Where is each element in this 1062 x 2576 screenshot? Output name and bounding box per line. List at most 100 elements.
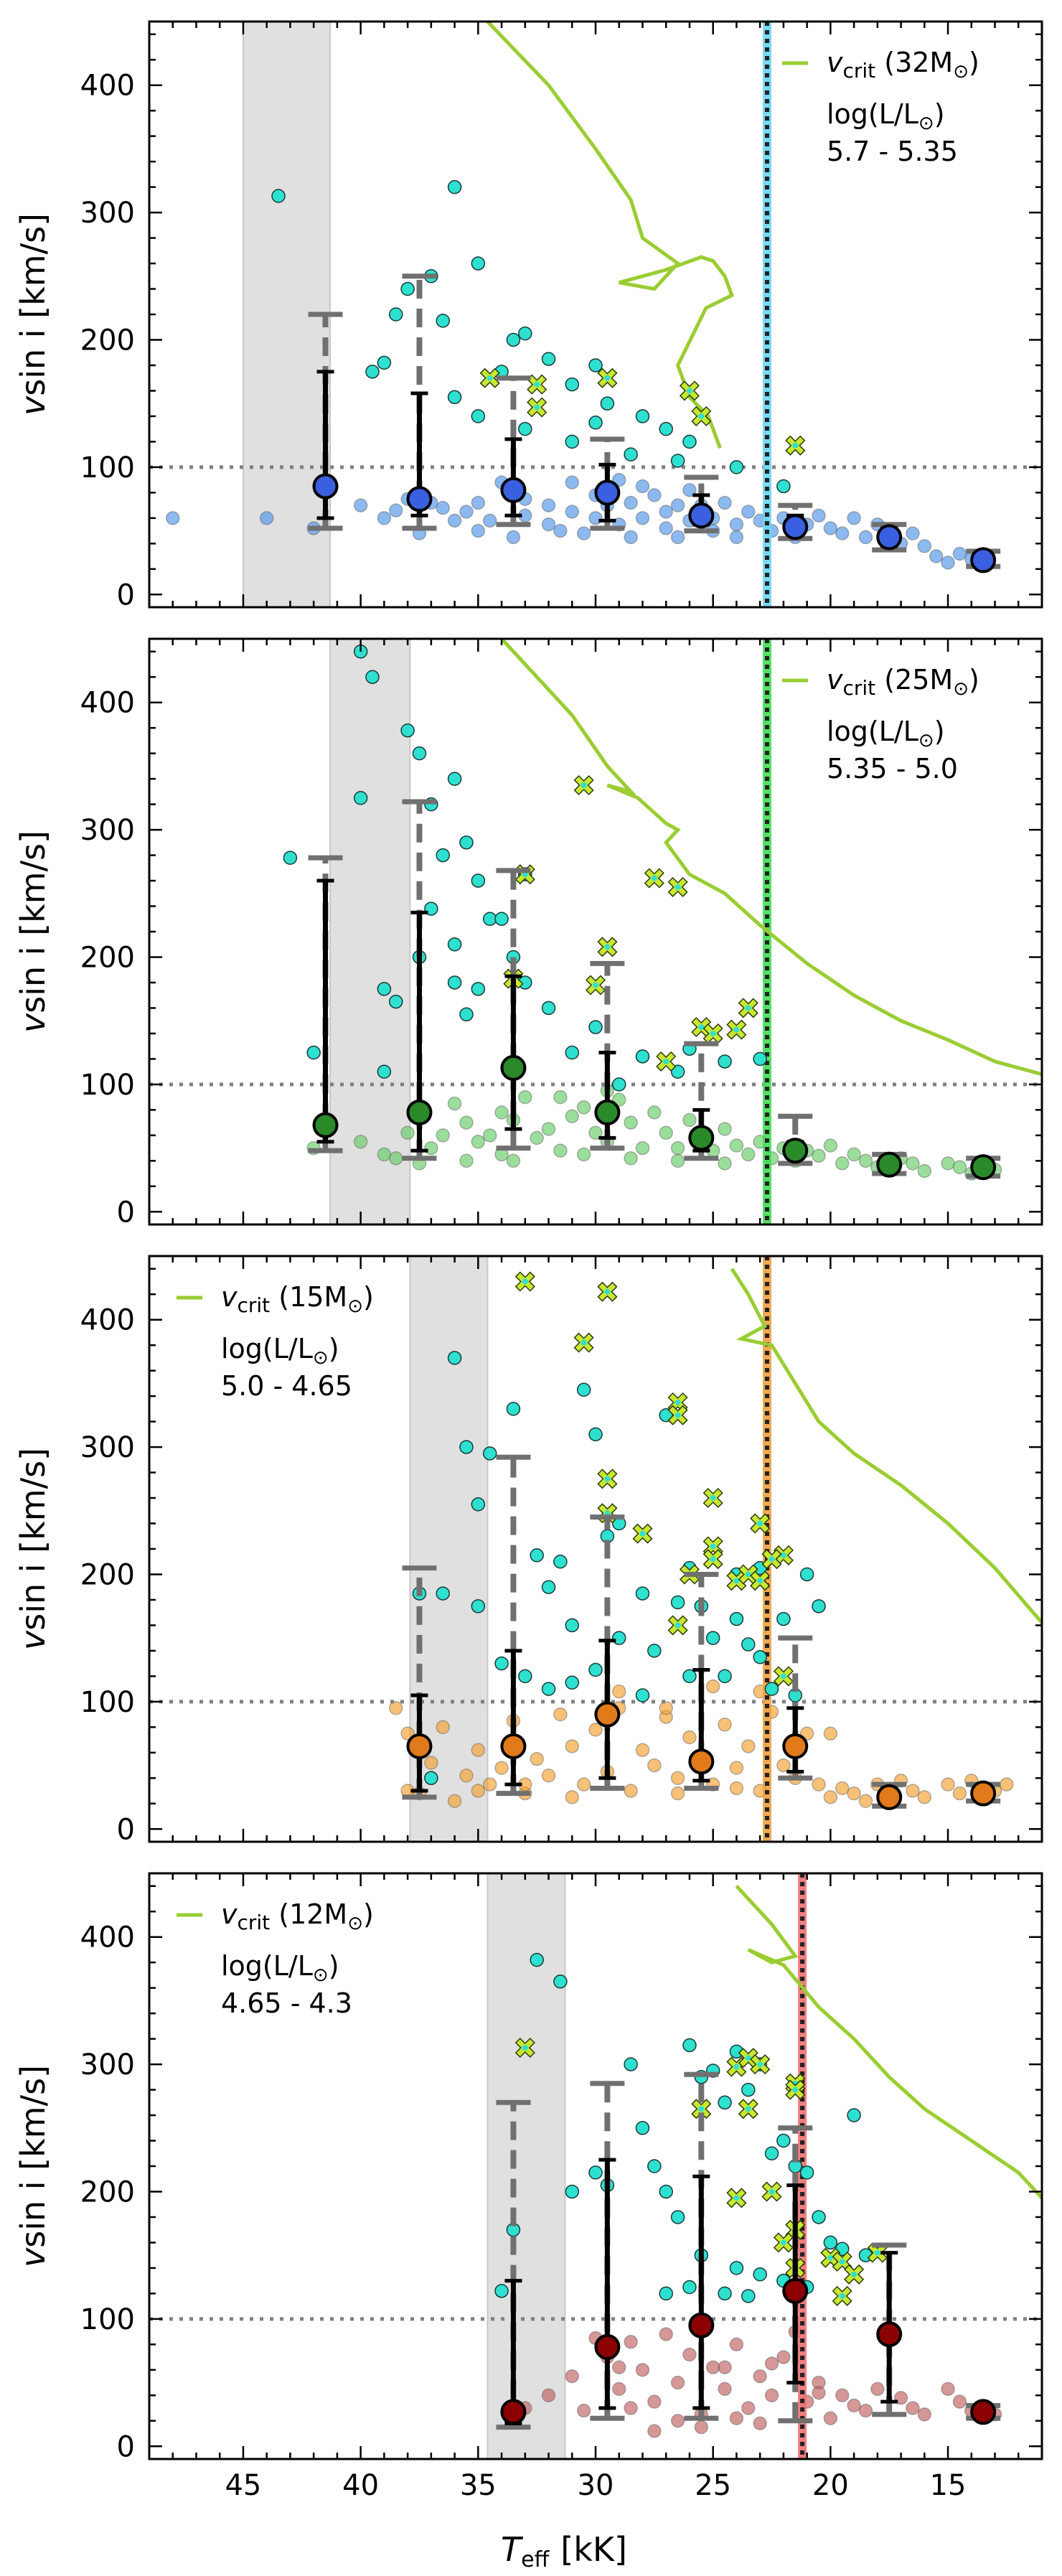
bin-median-point (688, 1748, 715, 1775)
fast-star-point (447, 1351, 462, 1365)
y-tick-label: 100 (80, 2303, 135, 2336)
x-star-center (604, 1476, 611, 1482)
slow-star-point (659, 505, 673, 519)
fast-star-point (659, 1408, 673, 1423)
slow-star-point (929, 549, 944, 563)
fast-star-point (705, 1631, 720, 1645)
y-tick-label: 300 (80, 197, 135, 230)
slow-star-point (729, 2411, 744, 2425)
slow-star-point (823, 1726, 838, 1741)
slow-star-point (858, 1794, 873, 1808)
fast-star-point (388, 307, 403, 322)
slow-star-point (436, 1128, 450, 1143)
slow-star-point (917, 1163, 932, 1179)
fast-star-point (588, 1020, 603, 1034)
x-star-center (733, 2195, 740, 2201)
slow-star-point (259, 511, 274, 525)
slow-star-point (705, 2360, 720, 2375)
fast-star-point (588, 358, 603, 373)
slow-star-point (565, 475, 580, 490)
bin-median-point (782, 514, 809, 540)
legend-label: vcrit (32M⊙) (827, 47, 979, 83)
x-star-center (745, 2106, 751, 2112)
slow-star-point (624, 2335, 638, 2349)
slow-star-point (659, 1125, 673, 1141)
slow-star-point (647, 2394, 662, 2409)
slow-star-point (670, 1153, 685, 1168)
fast-star-point (530, 1952, 544, 1967)
slow-star-point (624, 1115, 638, 1130)
bin-median-point (312, 473, 339, 500)
bin-median-point (876, 1784, 903, 1810)
slow-star-point (635, 2363, 650, 2377)
fast-star-point (471, 874, 486, 888)
fast-star-point (600, 396, 615, 411)
slow-star-point (424, 1141, 438, 1156)
fast-star-point (588, 416, 603, 430)
fast-star-point (471, 256, 486, 271)
fast-star-point (306, 1045, 321, 1060)
slow-star-point (718, 2381, 732, 2397)
slow-star-point (718, 1718, 732, 1732)
x-star-center (733, 1026, 740, 1033)
bin-median-point (970, 2399, 997, 2425)
y-tick-label: 200 (80, 1558, 135, 1591)
slow-star-point (718, 1156, 732, 1171)
fast-star-point (682, 2280, 697, 2295)
slow-star-point (705, 1679, 720, 1694)
slow-star-point (576, 526, 591, 540)
slow-star-point (576, 1100, 591, 1115)
slow-star-point (459, 1115, 474, 1130)
x-axis-label: Teff [kK] (501, 2530, 627, 2572)
fast-star-point (611, 1077, 626, 1092)
legend-luminosity-range: 5.0 - 4.65 (221, 1370, 352, 1402)
fast-star-point (776, 479, 791, 494)
fast-star-point (624, 2057, 638, 2071)
slow-star-point (635, 479, 650, 494)
x-star-center (780, 1552, 786, 1558)
slow-star-point (377, 1147, 392, 1162)
fast-star-point (436, 314, 450, 328)
slow-star-point (471, 495, 486, 510)
legend-label: vcrit (25M⊙) (827, 664, 979, 700)
fast-star-point (682, 2038, 697, 2053)
y-tick-label: 200 (80, 2175, 135, 2209)
slow-star-point (812, 1148, 826, 1163)
legend-luminosity-label: log(L/L⊙) (827, 716, 945, 751)
fast-star-point (588, 2165, 603, 2180)
fast-star-point (424, 1771, 438, 1786)
fast-star-point (812, 2210, 826, 2224)
slow-star-point (541, 2388, 556, 2403)
fast-star-point (565, 434, 580, 449)
vcrit-curve (735, 1885, 1042, 2199)
x-tick-label: 30 (578, 2469, 614, 2502)
x-star-center (522, 1278, 528, 1285)
slow-star-point (835, 1781, 850, 1796)
slow-star-point (835, 2388, 850, 2403)
fast-star-point (518, 421, 532, 436)
slow-star-point (847, 511, 861, 525)
y-tick-label: 0 (117, 2430, 135, 2463)
fast-star-point (659, 421, 673, 436)
fast-star-point (447, 179, 462, 195)
slow-star-point (588, 511, 603, 525)
fast-star-point (753, 1650, 767, 1664)
slow-star-point (729, 1781, 744, 1796)
slow-star-point (906, 1784, 920, 1798)
legend-luminosity-label: log(L/L⊙) (827, 98, 945, 134)
fast-star-point (647, 1644, 662, 1658)
slow-star-point (694, 2420, 709, 2435)
slow-star-point (682, 2347, 697, 2362)
bin-median-point (406, 1099, 433, 1125)
slow-star-point (847, 1786, 861, 1801)
legend-label: vcrit (12M⊙) (221, 1898, 374, 1934)
slow-star-point (494, 1761, 509, 1775)
slow-star-point (917, 539, 932, 553)
plot-area (149, 22, 1042, 607)
slow-star-point (858, 2403, 873, 2418)
fast-star-point (635, 1586, 650, 1601)
slow-star-point (741, 505, 756, 519)
fast-star-point (776, 1611, 791, 1626)
y-axis-label: vsin i [km/s] (14, 2065, 52, 2267)
